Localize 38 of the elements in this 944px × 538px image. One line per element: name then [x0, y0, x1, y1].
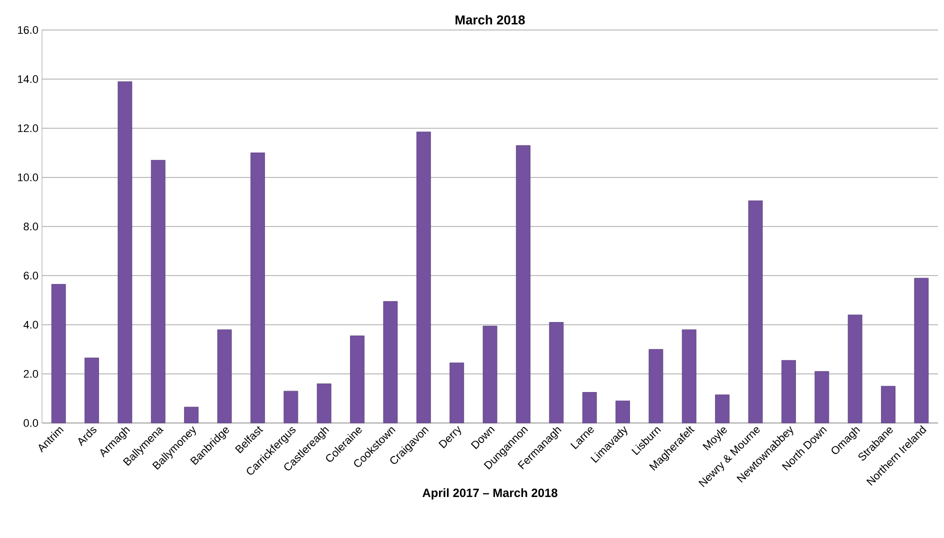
y-tick-label: 0.0 — [24, 419, 38, 427]
bar — [284, 390, 298, 424]
bar — [316, 384, 332, 424]
bar — [814, 371, 830, 424]
bar — [84, 358, 99, 424]
y-tick-label: 6.0 — [24, 272, 38, 280]
bar — [748, 200, 763, 424]
bar — [150, 160, 166, 424]
bar — [516, 145, 530, 424]
bar — [350, 336, 364, 424]
bar — [450, 362, 464, 424]
y-tick-label: 2.0 — [24, 370, 38, 378]
bar — [51, 284, 66, 424]
chart-title: March 2018 — [456, 14, 525, 24]
y-tick-label: 14.0 — [18, 75, 38, 84]
y-tick-label: 16.0 — [18, 26, 38, 34]
bar — [781, 360, 796, 424]
bar — [616, 400, 630, 424]
bar — [648, 349, 664, 424]
bar — [217, 329, 232, 424]
y-tick-label: 12.0 — [18, 124, 38, 132]
bar — [715, 394, 730, 424]
bar — [118, 81, 132, 424]
bar — [582, 392, 597, 424]
y-tick-label: 4.0 — [23, 320, 38, 329]
bar — [549, 322, 564, 424]
bar — [383, 301, 398, 424]
y-tick-label: 8.0 — [24, 222, 38, 230]
bar — [914, 278, 929, 424]
bar — [482, 326, 498, 424]
bar — [250, 152, 265, 424]
y-tick-label: 10.0 — [18, 174, 38, 182]
bar — [416, 132, 431, 424]
bar — [682, 329, 696, 424]
bar — [881, 386, 896, 424]
x-axis-title: April 2017 – March 2018 — [422, 488, 558, 500]
bar — [848, 314, 862, 424]
bar — [184, 406, 199, 424]
